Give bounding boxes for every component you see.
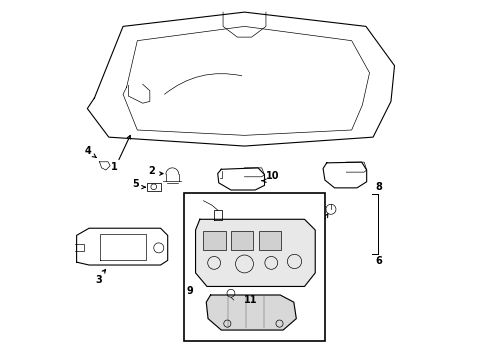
- Polygon shape: [217, 168, 264, 190]
- Polygon shape: [195, 219, 315, 287]
- Polygon shape: [77, 228, 167, 265]
- Text: 6: 6: [374, 256, 381, 266]
- Text: 3: 3: [95, 275, 102, 285]
- Text: 8: 8: [374, 182, 381, 192]
- Text: 4: 4: [84, 147, 91, 157]
- Text: 5: 5: [132, 179, 139, 189]
- Text: 11: 11: [244, 295, 257, 305]
- Bar: [203, 231, 225, 249]
- Bar: [230, 231, 253, 249]
- Text: 10: 10: [265, 171, 279, 181]
- Polygon shape: [323, 162, 366, 188]
- Polygon shape: [206, 295, 296, 330]
- Bar: [258, 231, 281, 249]
- Text: 9: 9: [186, 287, 193, 296]
- Text: 7: 7: [318, 217, 325, 227]
- Text: 1: 1: [110, 162, 117, 172]
- Bar: [146, 183, 161, 191]
- Text: 2: 2: [148, 166, 155, 176]
- Bar: [183, 193, 324, 342]
